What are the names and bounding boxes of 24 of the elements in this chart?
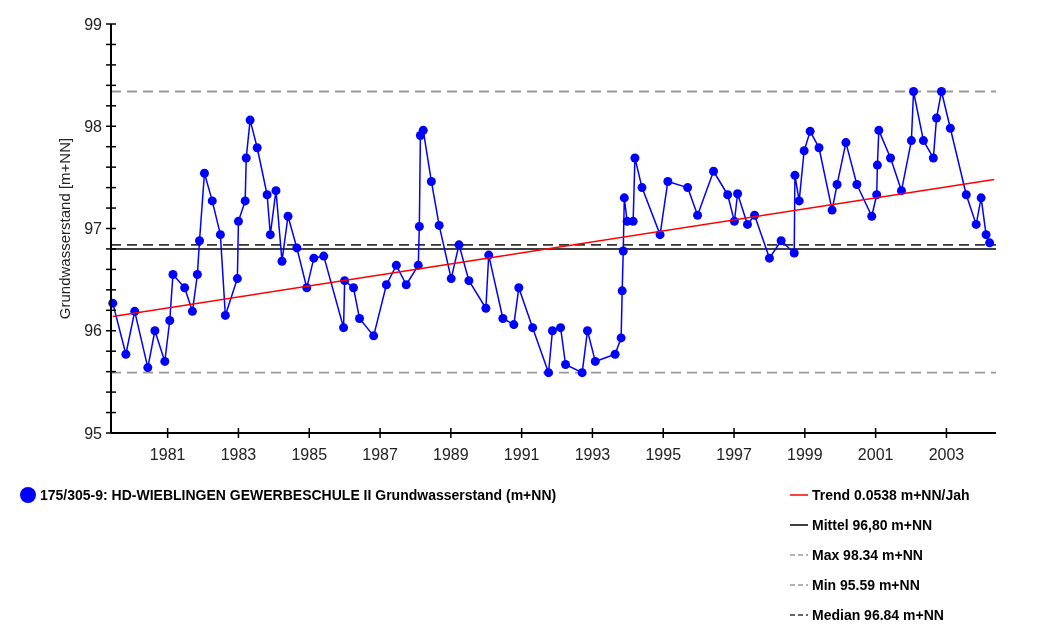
x-tick-label: 1983 (220, 446, 257, 463)
x-tick-label: 1991 (503, 446, 540, 463)
legend-label: Mittel 96,80 m+NN (812, 517, 933, 533)
y-tick-label: 95 (84, 424, 103, 442)
x-tick-label: 1999 (787, 446, 823, 463)
legend-label: Trend 0.0538 m+NN/Jah (812, 487, 970, 503)
x-tick-label: 1987 (362, 446, 398, 463)
x-tick-label: 2001 (857, 446, 894, 463)
legend-label: Min 95.59 m+NN (812, 577, 920, 593)
legend-label: Median 96.84 m+NN (812, 607, 944, 623)
y-tick-label: 96 (84, 322, 103, 340)
x-tick-label: 1995 (645, 446, 682, 463)
x-tick-label: 1985 (291, 446, 328, 463)
y-tick-label: 98 (84, 117, 103, 135)
legend-label: 175/305-9: HD-WIEBLINGEN GEWERBESCHULE II Grundwasserstand (m+NN) (40, 487, 557, 503)
x-tick-label: 1993 (574, 446, 611, 463)
x-tick-label: 2003 (928, 446, 965, 463)
legend-label: Max 98.34 m+NN (812, 547, 923, 563)
y-tick-label: 99 (84, 15, 103, 33)
x-tick-label: 1989 (433, 446, 469, 463)
x-tick-label: 1981 (149, 446, 186, 463)
y-axis-title: Grundwasserstand [m+NN] (56, 137, 73, 320)
x-tick-label: 1997 (716, 446, 752, 463)
y-tick-label: 97 (84, 220, 103, 238)
